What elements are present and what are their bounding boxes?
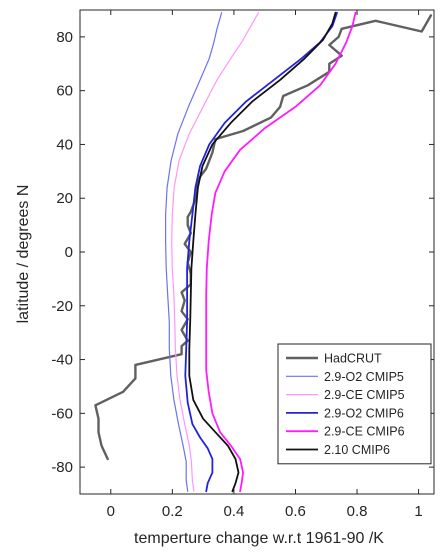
y-tick-label: 20 [56, 190, 73, 207]
series-line-1 [94, 14, 433, 461]
legend-entry-label: 2.9-O2 CMIP6 [324, 406, 404, 420]
y-tick-label: 0 [65, 244, 73, 261]
x-tick-label: 0.8 [347, 503, 368, 520]
legend-entry-label: 2.9-CE CMIP5 [324, 388, 405, 402]
x-tick-label: 0 [107, 503, 115, 520]
legend-entry-label: 2.9-O2 CMIP5 [324, 370, 404, 384]
x-tick-label: 0.4 [223, 503, 244, 520]
series-line-6 [188, 11, 337, 493]
series-line-4 [184, 11, 338, 493]
legend-box [277, 343, 432, 465]
series-line-5 [205, 11, 357, 493]
y-tick-label: 60 [56, 83, 73, 100]
x-tick-label: 0.6 [285, 503, 306, 520]
legend-entry-label: HadCRUT [324, 352, 382, 366]
x-tick-label: 1 [414, 503, 422, 520]
series-line-2 [165, 12, 223, 492]
y-tick-label: 40 [56, 136, 73, 153]
x-axis-label: temperture change w.r.t 1961-90 /K [134, 530, 384, 547]
y-tick-label: -40 [51, 352, 73, 369]
y-tick-label: -20 [51, 298, 73, 315]
y-tick-label: 80 [56, 29, 73, 46]
legend: HadCRUT 2.9-O2 CMIP5 2.9-CE CMIP5 2.9-O2 CM… [277, 343, 432, 465]
legend-entry-label: 2.9-CE CMIP6 [324, 425, 405, 439]
y-tick-label: -80 [51, 459, 73, 476]
legend-entry-label: 2.10 CMIP6 [324, 443, 390, 457]
x-tick-label: 0.2 [162, 503, 183, 520]
y-axis-label: latitude / degrees N [15, 185, 32, 324]
series-line-3 [171, 12, 260, 492]
y-tick-label: -60 [51, 405, 73, 422]
